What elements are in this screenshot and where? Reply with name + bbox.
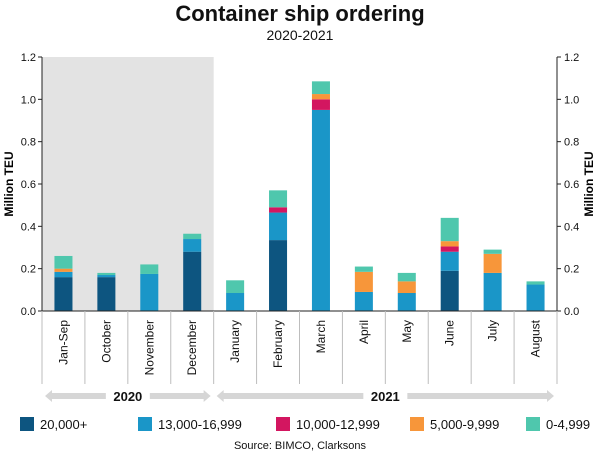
- legend: 20,000+ 13,000-16,999 10,000-12,999 5,00…: [20, 414, 600, 434]
- bar-segment: [54, 255, 73, 269]
- y-tick-label: 0.0: [21, 306, 36, 318]
- group-arrow-right: [547, 390, 554, 402]
- bar-segment: [440, 270, 459, 311]
- bar-segment: [269, 240, 288, 311]
- group-arrow-left: [216, 390, 224, 402]
- bar-segment: [397, 281, 416, 294]
- y-axis-title: Million TEU: [2, 151, 16, 216]
- y-tick-label: 0.2: [564, 264, 579, 276]
- bar-segment: [226, 293, 245, 311]
- bar-segment: [183, 233, 202, 240]
- y-tick-label: 0.6: [564, 179, 579, 191]
- y-tick-label: 0.0: [564, 306, 579, 318]
- legend-swatch: [276, 417, 290, 431]
- legend-label: 20,000+: [40, 416, 88, 432]
- bar-segment: [97, 272, 116, 276]
- legend-swatch: [20, 417, 34, 431]
- x-tick-label: August: [529, 319, 543, 357]
- y-tick-label: 0.2: [21, 264, 36, 276]
- y-tick-label: 0.8: [21, 137, 36, 149]
- legend-item: 0-4,999: [526, 417, 590, 432]
- x-tick-label: January: [228, 320, 242, 363]
- legend-item: 5,000-9,999: [410, 417, 526, 432]
- legend-item: 20,000+: [20, 417, 138, 432]
- bar-segment: [140, 273, 159, 311]
- x-tick-label: February: [271, 320, 285, 368]
- y-axis-title-right: Million TEU: [582, 151, 596, 216]
- x-tick-label: April: [357, 320, 371, 344]
- bar-segment: [97, 277, 116, 311]
- chart-subtitle: 2020-2021: [266, 27, 334, 43]
- y-tick-label: 1.0: [564, 94, 579, 106]
- bar-segment: [269, 190, 288, 208]
- x-tick-label: July: [486, 320, 500, 341]
- y-tick-label: 0.8: [564, 137, 579, 149]
- y-tick-label: 0.4: [564, 221, 579, 233]
- x-tick-label: November: [142, 320, 156, 375]
- x-tick-label: October: [99, 320, 113, 363]
- bar-segment: [526, 281, 545, 285]
- legend-label: 10,000-12,999: [296, 416, 380, 432]
- bar-segment: [269, 207, 288, 213]
- x-tick-label: March: [314, 320, 328, 353]
- legend-swatch: [410, 417, 424, 431]
- legend-item: 13,000-16,999: [138, 417, 276, 432]
- bar-segment: [483, 272, 502, 311]
- y-tick-label: 1.2: [564, 52, 579, 64]
- x-tick-label: December: [185, 320, 199, 375]
- legend-item: 10,000-12,999: [276, 417, 410, 432]
- bar-segment: [526, 284, 545, 311]
- bar-segment: [397, 293, 416, 311]
- bar-segment: [311, 109, 330, 312]
- bar-segment: [54, 277, 73, 311]
- legend-label: 5,000-9,999: [430, 416, 500, 432]
- y-tick-label: 0.6: [21, 179, 36, 191]
- bar-segment: [354, 266, 373, 272]
- group-label-bg: [105, 388, 150, 404]
- legend-swatch: [526, 417, 540, 431]
- x-tick-label: June: [443, 320, 457, 346]
- bar-segment: [183, 239, 202, 252]
- legend-label: 0-4,999: [546, 416, 591, 432]
- source-note: Source: BIMCO, Clarksons: [233, 440, 367, 452]
- group-label: 2021: [371, 389, 400, 404]
- bar-segment: [183, 251, 202, 311]
- group-arrow-right: [203, 390, 211, 402]
- bar-segment: [354, 291, 373, 311]
- bar-segment: [440, 217, 459, 242]
- y-tick-label: 1.0: [21, 94, 36, 106]
- bar-segment: [311, 94, 330, 100]
- chart-title: Container ship ordering: [175, 1, 425, 26]
- bar-segment: [140, 264, 159, 274]
- bar-segment: [483, 249, 502, 254]
- x-tick-label: Jan-Sep: [56, 320, 70, 365]
- bar-segment: [440, 241, 459, 247]
- bar-segment: [54, 268, 73, 272]
- legend-swatch: [138, 417, 152, 431]
- bar-segment: [311, 81, 330, 95]
- group-arrow-left: [45, 390, 52, 402]
- bar-segment: [354, 271, 373, 292]
- bar-segment: [483, 253, 502, 273]
- bar-segment: [440, 251, 459, 271]
- bar-segment: [269, 212, 288, 241]
- y-tick-label: 1.2: [21, 52, 36, 64]
- bar-segment: [397, 272, 416, 282]
- group-label-bg: [363, 388, 408, 404]
- x-tick-label: May: [400, 320, 414, 343]
- legend-label: 13,000-16,999: [158, 416, 242, 432]
- y-tick-label: 0.4: [21, 221, 36, 233]
- bar-segment: [54, 271, 73, 278]
- group-label: 2020: [113, 389, 142, 404]
- bar-segment: [311, 99, 330, 110]
- bar-segment: [440, 246, 459, 252]
- bar-segment: [97, 275, 116, 278]
- bar-segment: [226, 280, 245, 294]
